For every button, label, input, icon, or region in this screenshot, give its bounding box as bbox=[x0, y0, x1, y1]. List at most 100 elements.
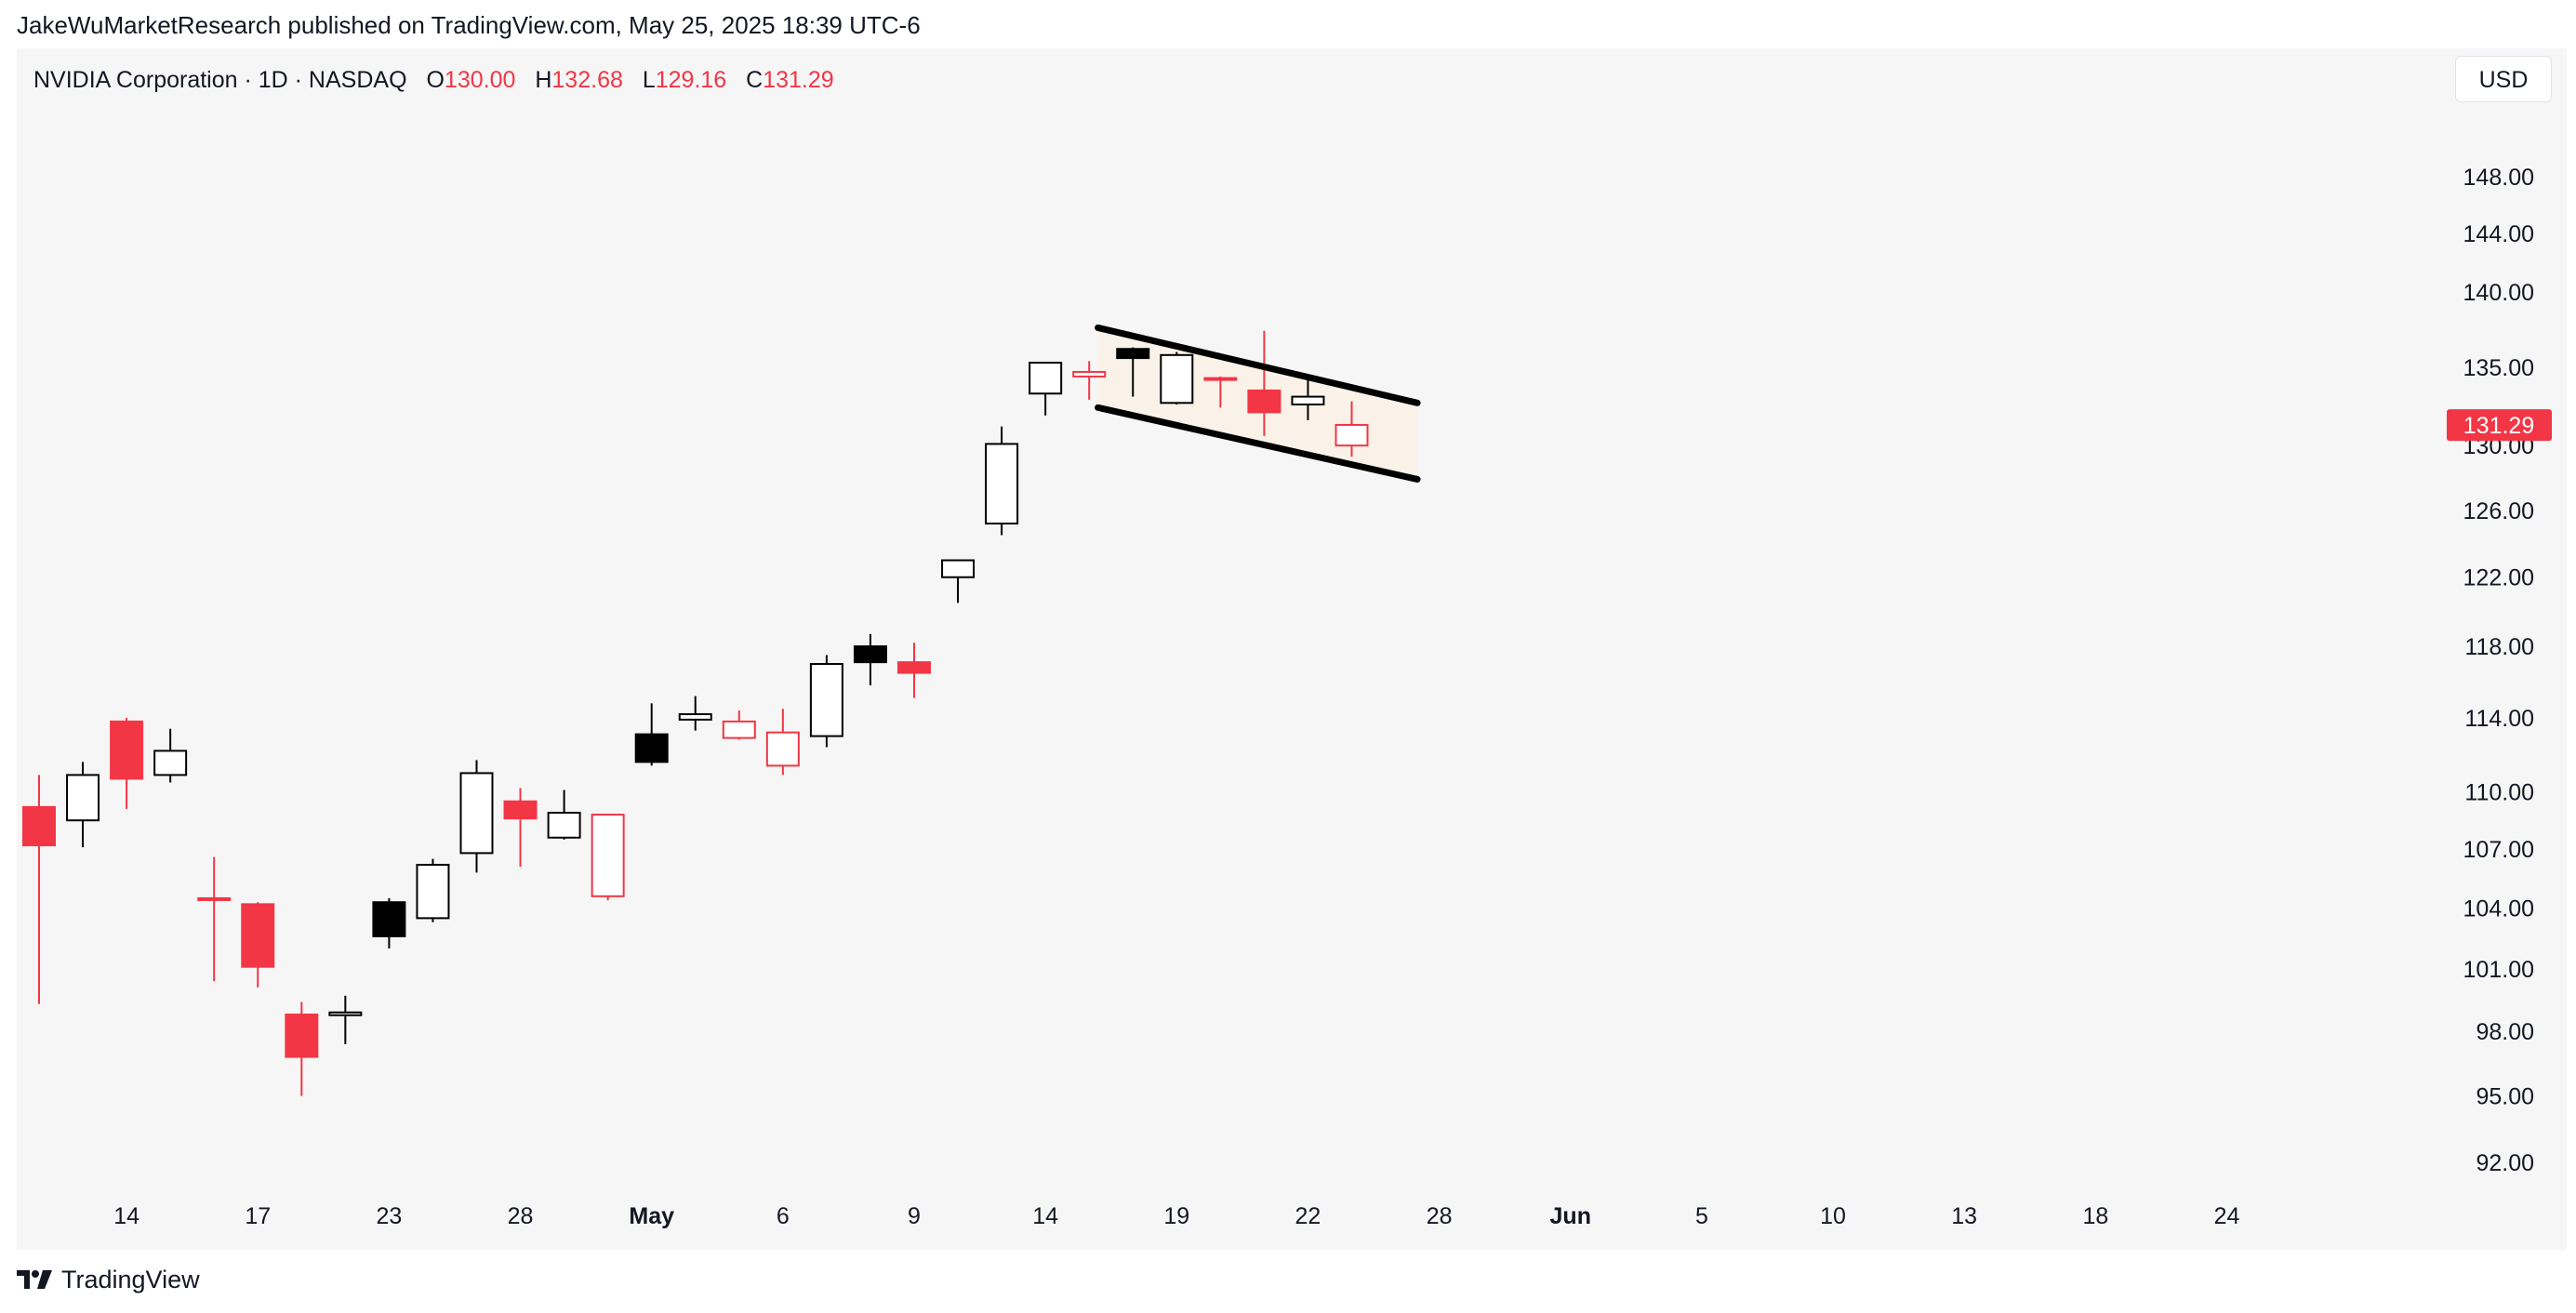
candle[interactable] bbox=[459, 760, 494, 873]
channel-lines bbox=[1095, 324, 1421, 483]
candle-body bbox=[809, 663, 843, 737]
price-tick-label: 92.00 bbox=[2476, 1150, 2534, 1176]
candle-body bbox=[1247, 389, 1281, 414]
candle-body bbox=[547, 811, 581, 839]
close-label: C bbox=[746, 67, 764, 93]
tradingview-logo[interactable]: TradingView bbox=[17, 1265, 200, 1294]
candle-body bbox=[591, 814, 625, 897]
candle[interactable] bbox=[1072, 361, 1107, 400]
price-tick-label: 126.00 bbox=[2463, 498, 2534, 524]
candlestick-chart[interactable]: 148.00 144.00 140.00 135.00 130.00 126.00 122.… bbox=[17, 48, 2567, 1250]
candle[interactable] bbox=[1291, 378, 1325, 420]
candle-body bbox=[416, 863, 450, 920]
candle-body bbox=[765, 731, 800, 767]
time-tick-label: 13 bbox=[1951, 1203, 1977, 1229]
candle[interactable] bbox=[110, 717, 144, 809]
candle[interactable] bbox=[634, 703, 669, 766]
time-tick-label: 10 bbox=[1820, 1203, 1846, 1229]
candle[interactable] bbox=[1029, 362, 1063, 416]
candle-body bbox=[985, 443, 1019, 525]
candle[interactable] bbox=[66, 762, 100, 848]
price-tick-label: 101.00 bbox=[2463, 957, 2534, 983]
candle[interactable] bbox=[22, 775, 56, 1004]
candle[interactable] bbox=[241, 902, 275, 988]
candle-body bbox=[1116, 348, 1150, 360]
candle-layer bbox=[22, 330, 1369, 1096]
price-tick-label: 118.00 bbox=[2464, 634, 2534, 660]
time-tick-label: 28 bbox=[508, 1203, 534, 1229]
candle[interactable] bbox=[722, 710, 756, 740]
channel-upper-line[interactable] bbox=[1095, 324, 1421, 406]
time-tick-label: 14 bbox=[1032, 1203, 1058, 1229]
price-tick-label: 104.00 bbox=[2463, 896, 2534, 922]
candle[interactable] bbox=[285, 1001, 319, 1096]
open-label: O bbox=[426, 67, 445, 93]
candle-body bbox=[1160, 353, 1194, 405]
price-tick-label: 95.00 bbox=[2476, 1083, 2534, 1109]
candle[interactable] bbox=[809, 655, 843, 748]
candle-body bbox=[66, 774, 100, 822]
candle[interactable] bbox=[153, 728, 188, 783]
candle[interactable] bbox=[985, 426, 1019, 536]
candle-body bbox=[1334, 423, 1369, 447]
time-tick-label: 23 bbox=[376, 1203, 402, 1229]
candle-body bbox=[634, 733, 669, 763]
time-tick-label: 28 bbox=[1427, 1203, 1453, 1229]
candle-body bbox=[285, 1014, 319, 1058]
ohlc-legend: NVIDIA Corporation · 1D · NASDAQ O130.00… bbox=[33, 67, 834, 94]
low-label: L bbox=[642, 67, 656, 93]
candle[interactable] bbox=[372, 897, 406, 948]
candle-body bbox=[1291, 395, 1325, 405]
candle[interactable] bbox=[547, 789, 581, 840]
candle-body bbox=[153, 749, 188, 776]
candle[interactable] bbox=[591, 814, 625, 901]
price-tick-label: 148.00 bbox=[2463, 165, 2534, 191]
candle-body bbox=[722, 720, 756, 739]
candle[interactable] bbox=[1203, 376, 1238, 408]
candle[interactable] bbox=[897, 643, 931, 698]
candle[interactable] bbox=[1160, 351, 1194, 405]
channel-lower-line[interactable] bbox=[1095, 404, 1421, 483]
close-value: 131.29 bbox=[763, 67, 834, 93]
price-tick-label: 140.00 bbox=[2463, 280, 2534, 306]
price-tick-label: 110.00 bbox=[2464, 780, 2534, 806]
candle[interactable] bbox=[1116, 347, 1150, 397]
open-value: 130.00 bbox=[444, 67, 516, 93]
currency-button[interactable]: USD bbox=[2455, 56, 2552, 102]
last-price-label: 131.29 bbox=[2463, 413, 2534, 439]
footer-brand: TradingView bbox=[61, 1265, 200, 1293]
price-tick-label: 144.00 bbox=[2463, 221, 2534, 247]
candle[interactable] bbox=[197, 856, 232, 982]
candle[interactable] bbox=[678, 696, 712, 731]
time-tick-label: 5 bbox=[1695, 1203, 1708, 1229]
candle-body bbox=[241, 903, 275, 968]
candle[interactable] bbox=[1247, 330, 1281, 436]
candle[interactable] bbox=[853, 633, 887, 686]
candle-body bbox=[1029, 362, 1063, 395]
candle-body bbox=[197, 896, 232, 901]
time-axis: 14 17 23 28 May 6 9 14 19 22 28 Jun 5 10 13 18 24 bbox=[113, 1203, 2239, 1229]
price-tick-label: 98.00 bbox=[2476, 1019, 2534, 1045]
candle[interactable] bbox=[941, 559, 976, 603]
high-label: H bbox=[535, 67, 552, 93]
candle[interactable] bbox=[328, 995, 363, 1044]
low-value: 129.16 bbox=[655, 67, 727, 93]
price-tick-label: 135.00 bbox=[2463, 355, 2534, 381]
candle-body bbox=[459, 772, 494, 855]
chart-panel[interactable]: 148.00 144.00 140.00 135.00 130.00 126.00 122.… bbox=[17, 48, 2567, 1250]
candle[interactable] bbox=[765, 709, 800, 776]
price-axis: 148.00144.00140.00135.00130.00126.00122.… bbox=[2447, 165, 2552, 1176]
last-price-badge bbox=[2447, 409, 2552, 442]
attribution-text: JakeWuMarketResearch published on Tradin… bbox=[17, 11, 921, 39]
candle[interactable] bbox=[1334, 401, 1369, 458]
time-tick-label: 18 bbox=[2082, 1203, 2108, 1229]
candle[interactable] bbox=[416, 858, 450, 922]
candle-body bbox=[22, 805, 56, 847]
candle[interactable] bbox=[503, 788, 538, 868]
time-tick-label: 22 bbox=[1295, 1203, 1321, 1229]
time-tick-label: 6 bbox=[777, 1203, 790, 1229]
candle-body bbox=[328, 1011, 363, 1016]
time-tick-label: 19 bbox=[1163, 1203, 1189, 1229]
time-tick-label: May bbox=[629, 1203, 674, 1229]
time-tick-label: 14 bbox=[113, 1203, 139, 1229]
